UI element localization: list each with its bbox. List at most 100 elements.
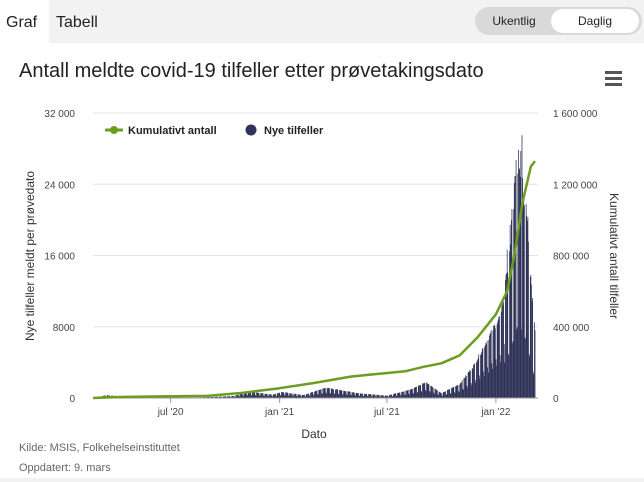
daily-bar	[243, 395, 244, 398]
daily-bar	[296, 396, 298, 398]
daily-bar	[227, 396, 228, 398]
daily-bar	[318, 390, 320, 398]
daily-bar	[372, 394, 374, 398]
daily-bar	[225, 396, 227, 398]
daily-bar	[389, 394, 391, 398]
daily-bar	[473, 364, 475, 398]
daily-bar	[251, 395, 253, 398]
daily-bar	[363, 396, 365, 398]
daily-bar	[339, 390, 340, 398]
daily-bar	[356, 392, 358, 398]
daily-bar	[496, 365, 497, 398]
toggle-daglig-button[interactable]: Daglig	[551, 9, 639, 33]
daily-bar	[246, 392, 247, 398]
daily-bar	[313, 394, 314, 398]
daily-bar	[429, 391, 430, 398]
daily-bar	[400, 394, 401, 398]
daily-bar	[493, 325, 494, 398]
daily-bar	[462, 389, 464, 398]
daily-bar	[244, 392, 246, 398]
daily-bar	[496, 324, 498, 398]
toggle-ukentlig-button[interactable]: Ukentlig	[492, 14, 536, 28]
daily-bar	[257, 392, 259, 398]
daily-bar	[249, 391, 251, 398]
daily-bar	[397, 392, 399, 398]
daily-bar	[237, 394, 238, 398]
daily-bar	[245, 392, 247, 398]
daily-bar	[326, 387, 328, 398]
daily-bar	[377, 394, 378, 398]
daily-bar	[521, 135, 523, 398]
daily-bar	[314, 391, 316, 398]
daily-bar	[252, 392, 254, 398]
daily-bar	[281, 392, 282, 398]
daily-bar	[387, 395, 388, 398]
daily-bar	[430, 386, 432, 398]
daily-bar	[313, 395, 315, 398]
daily-bar	[406, 390, 407, 398]
daily-bar	[416, 391, 418, 398]
daily-bar	[371, 396, 373, 398]
daily-bar	[211, 396, 212, 398]
hamburger-menu-icon[interactable]	[604, 68, 624, 88]
daily-bar	[264, 393, 266, 398]
daily-bar	[502, 302, 503, 398]
daily-bar	[311, 392, 313, 398]
tab-graf[interactable]: Graf	[0, 0, 49, 43]
daily-bar	[335, 389, 337, 398]
legend-item-cumulative[interactable]: Kumulativt antall	[105, 125, 217, 137]
daily-bar	[491, 363, 493, 398]
tab-tabell[interactable]: Tabell	[56, 14, 98, 31]
daily-bar	[477, 358, 479, 398]
daily-bar	[397, 393, 398, 398]
daily-bar	[385, 395, 387, 398]
daily-bar	[513, 183, 515, 398]
daily-bar	[242, 395, 244, 398]
daily-bar	[505, 274, 507, 398]
daily-bar	[507, 272, 509, 398]
daily-bar	[366, 395, 368, 398]
daily-bar	[398, 392, 400, 398]
daily-bar	[436, 390, 438, 398]
daily-bar	[394, 393, 395, 398]
daily-bar	[263, 395, 265, 398]
daily-bar	[442, 392, 444, 398]
daily-bar	[478, 354, 480, 398]
daily-bar	[316, 390, 318, 398]
daily-bar	[523, 200, 525, 398]
daily-bar	[311, 392, 313, 398]
daily-bar	[276, 393, 278, 398]
daily-bar	[266, 394, 268, 398]
right-tick-label: 1 200 000	[553, 180, 598, 191]
daily-bar	[493, 326, 495, 398]
daily-bar	[301, 394, 303, 398]
daily-bar	[415, 387, 417, 398]
daily-bar	[345, 391, 346, 398]
daily-bar	[259, 395, 261, 398]
daily-bar	[359, 396, 361, 398]
daily-bar	[519, 168, 520, 398]
daily-bar	[511, 208, 513, 398]
daily-bar	[408, 393, 410, 398]
daily-bar	[521, 329, 522, 398]
daily-bar	[364, 394, 366, 398]
daily-bar	[332, 388, 333, 398]
daily-bar	[241, 393, 243, 398]
updated-note: Oppdatert: 9. mars	[19, 462, 111, 474]
daily-bar	[275, 395, 277, 398]
daily-bar	[488, 339, 490, 398]
daily-bar	[360, 393, 362, 398]
daily-bar	[474, 363, 475, 398]
daily-bar	[386, 395, 388, 398]
daily-bar	[427, 383, 429, 398]
daily-bar	[457, 385, 458, 398]
daily-bar	[252, 391, 253, 398]
daily-bar	[322, 388, 324, 398]
legend-item-daily[interactable]: Nye tilfeller	[245, 124, 325, 138]
legend-cumulative-label: Kumulativt antall	[128, 125, 217, 137]
daily-bar	[319, 389, 321, 398]
daily-bar	[380, 396, 381, 398]
daily-bar	[295, 393, 297, 398]
daily-bar	[342, 394, 343, 398]
daily-bar	[459, 384, 461, 398]
